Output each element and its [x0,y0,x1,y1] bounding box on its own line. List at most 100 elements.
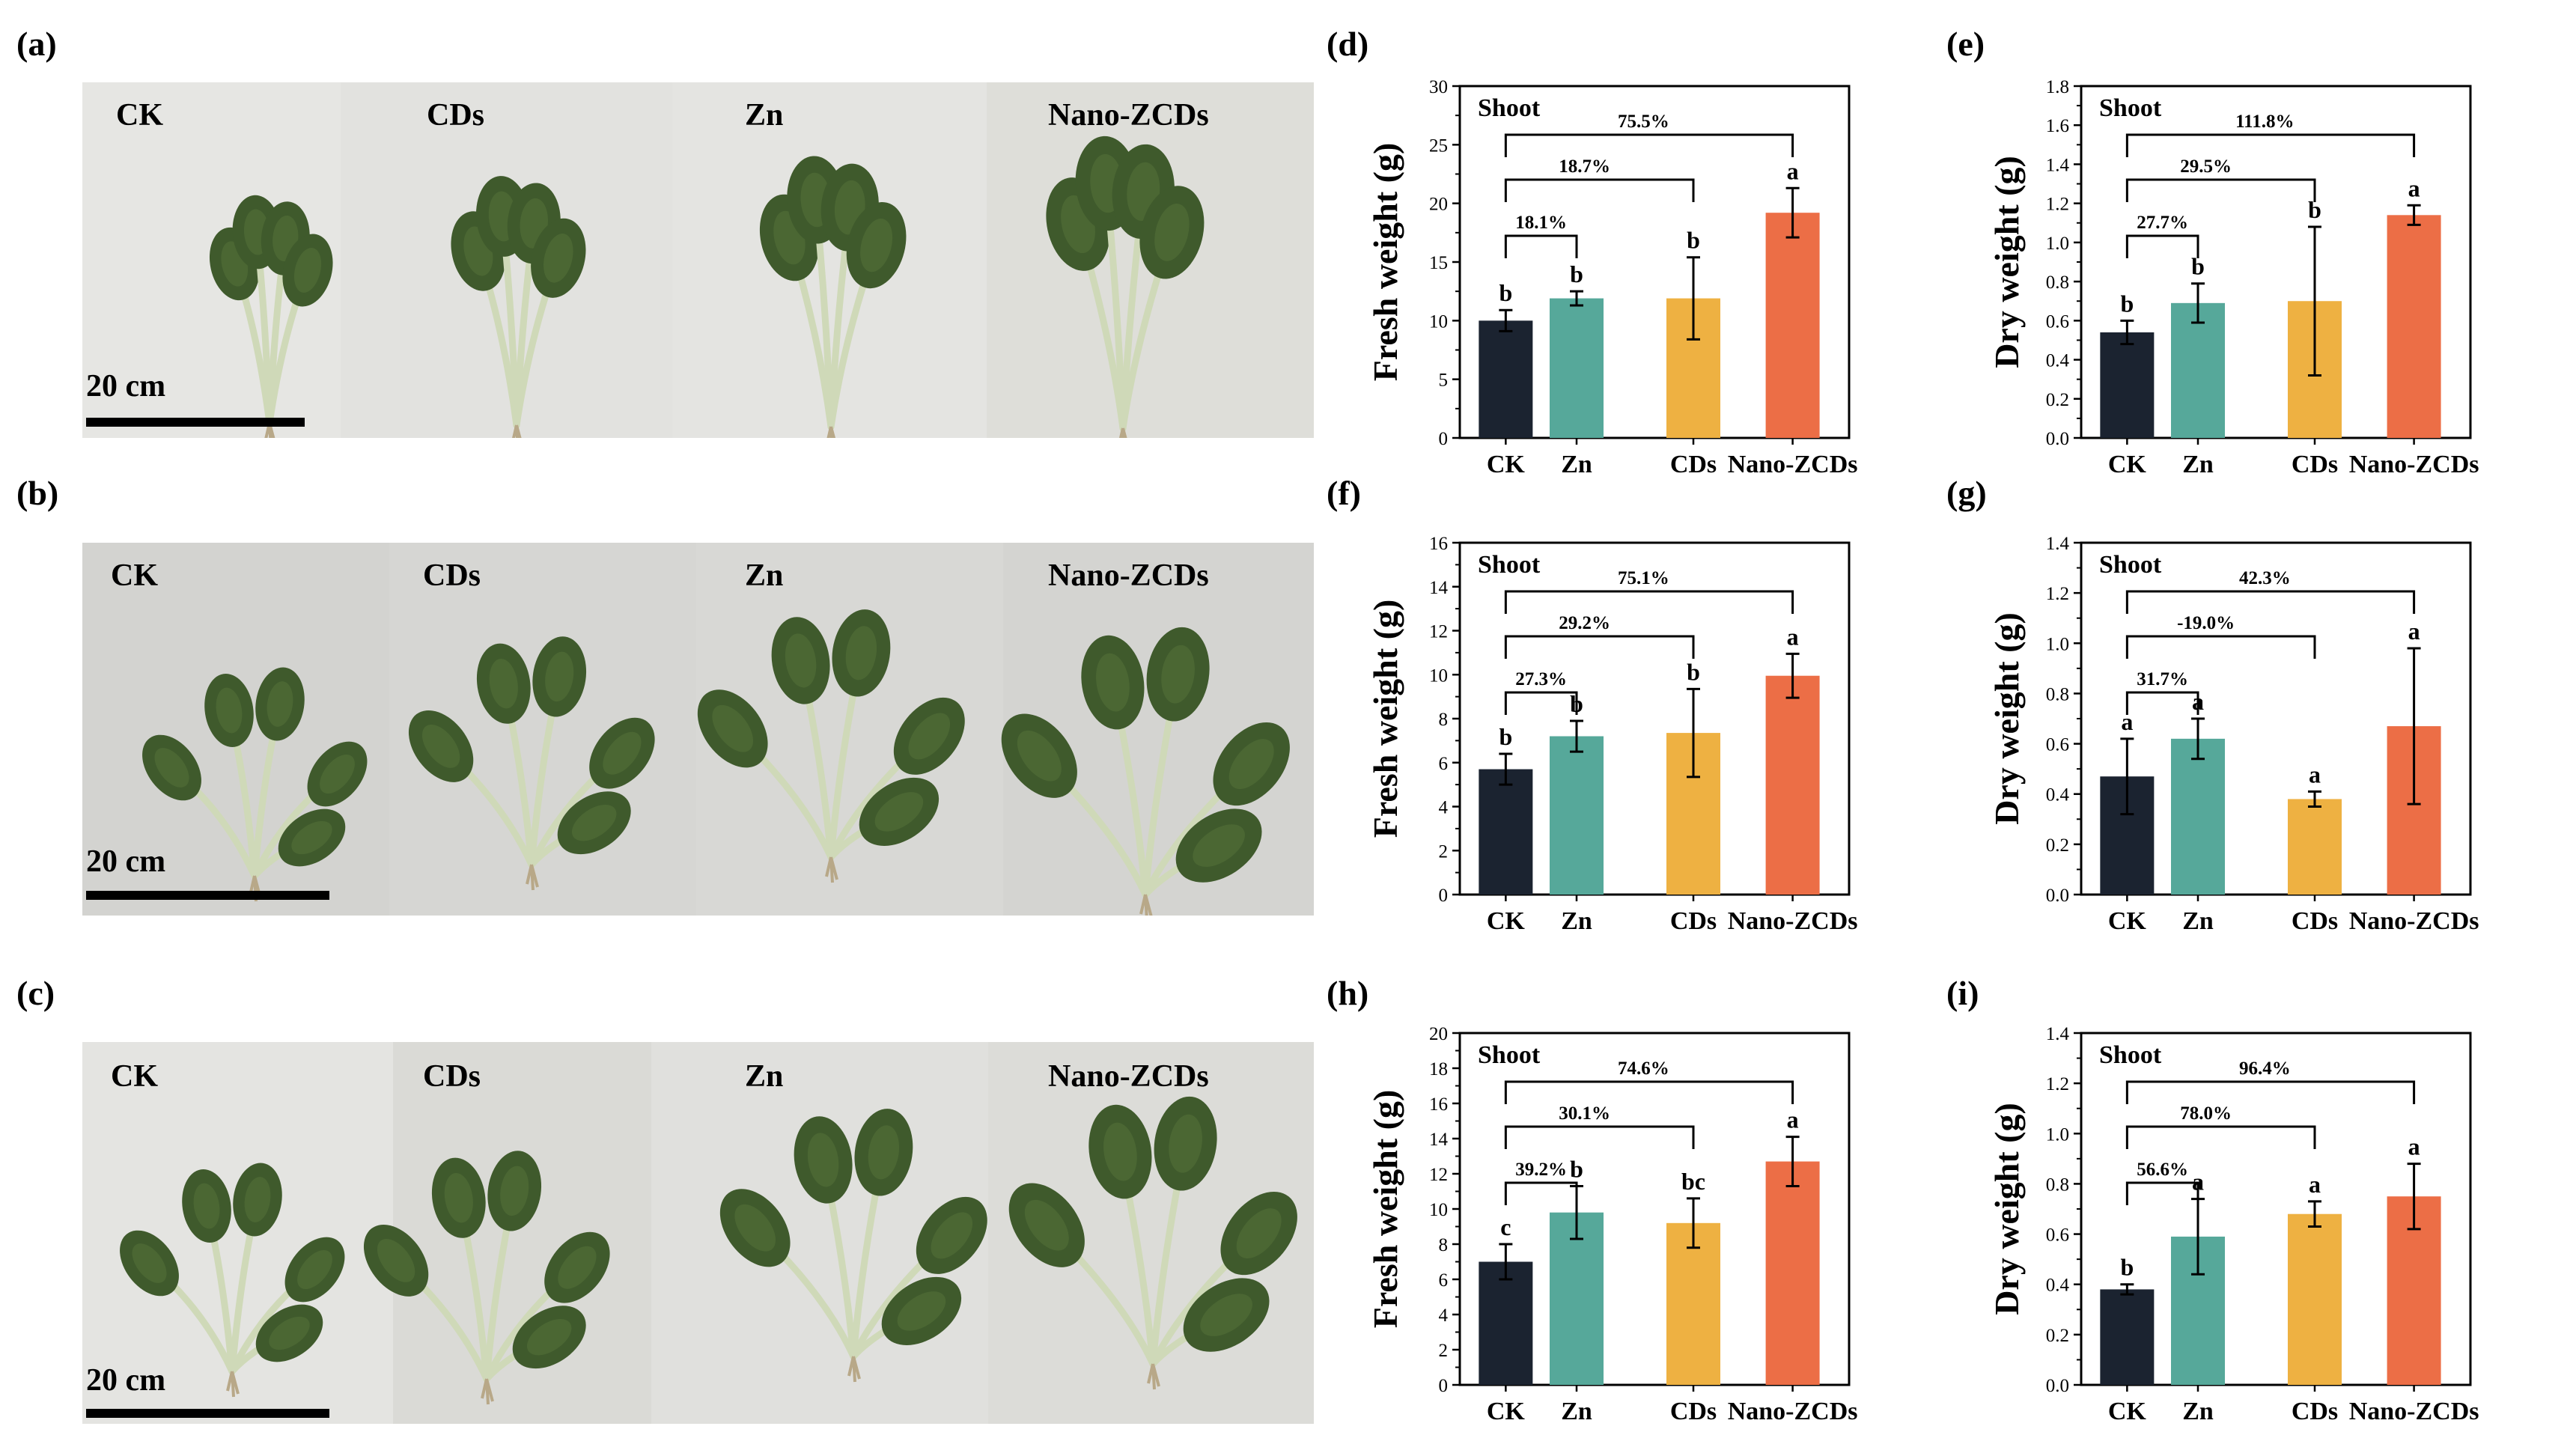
significance-letter: b [1570,261,1583,287]
y-tick-label: 15 [1429,253,1448,273]
photo-label-nano-zcds: Nano-ZCDs [1048,98,1209,132]
error-bar [2191,717,2205,761]
scale-bar [86,418,305,427]
y-tick-label: 5 [1439,371,1449,391]
error-bar [1785,652,1800,699]
chart-title: Shoot [2099,551,2162,579]
y-axis-label: Dry weight (g) [1988,612,2026,825]
photo-label-nano-zcds: Nano-ZCDs [1048,1059,1209,1094]
x-tick-label: Zn [2182,451,2214,478]
photo-panel-c: CK CDs Zn Nano-ZCDs 20 cm [82,1042,1314,1424]
y-tick-label: 25 [1429,135,1448,156]
seedling-illustration [759,156,907,438]
y-tick-label: 0.8 [2046,1175,2069,1195]
percent-change-label: 18.7% [1559,156,1610,177]
photo-label-cds: CDs [423,558,481,593]
photo-label-nano-zcds: Nano-ZCDs [1048,558,1209,593]
percent-change-label: 96.4% [2239,1059,2291,1079]
y-axis-label: Fresh weight (g) [1366,600,1404,838]
error-bar [1499,1243,1513,1281]
x-tick-label: CDs [2292,451,2338,478]
y-tick-label: 6 [1439,1270,1449,1291]
y-tick-label: 0.6 [2046,311,2069,332]
panel-letter-f: (f) [1327,474,1361,512]
y-tick-label: 2 [1439,841,1449,862]
significance-letter: a [2121,708,2133,735]
y-axis-label: Dry weight (g) [1988,1103,2026,1315]
bar-chart-dry-weight-g: 0.0 0.2 0.4 0.6 0.8 1.0 1.2 1.4 Dry weight (g) Sh… [1946,528,2538,962]
y-tick-label: 0.8 [2046,684,2069,704]
percent-change-label: 29.5% [2180,156,2232,177]
x-tick-label: Nano-ZCDs [2349,451,2479,478]
percent-change-label: 39.2% [1515,1160,1567,1180]
x-tick-label: CDs [2292,1398,2338,1425]
photo-label-ck: CK [111,1059,158,1094]
y-tick-label: 14 [1429,1130,1449,1150]
y-tick-label: 1.2 [2046,1074,2069,1094]
chart-title: Shoot [1478,551,1541,579]
error-bar [2308,1200,2321,1228]
y-tick-label: 0 [1439,886,1449,906]
comparison-bracket [1504,234,1578,258]
percent-change-label: 18.1% [1515,213,1567,233]
chart-svg: 0 2 4 6 8 10 12 14 16 18 20 Fresh weight (g) Shoot c C… [1366,1024,1858,1425]
y-tick-label: 1.2 [2046,584,2069,604]
significance-letter: bc [1681,1168,1705,1195]
error-bar [1499,308,1513,332]
error-bar [2407,647,2421,805]
x-tick-label: Zn [1561,451,1592,478]
significance-letter: a [2309,1171,2321,1198]
significance-letter: b [1499,279,1512,306]
y-tick-label: 0 [1439,429,1449,449]
seedling-illustration [142,667,368,902]
x-tick-label: CDs [2292,907,2338,935]
significance-letter: b [2191,253,2205,280]
panel-letter-a: (a) [16,25,57,63]
error-bar [2407,1163,2421,1231]
error-bar [1687,1197,1700,1249]
comparison-bracket [2125,1181,2199,1205]
y-tick-label: 1.4 [2046,155,2070,175]
error-bar [2120,319,2134,346]
percent-change-label: 30.1% [1559,1103,1610,1124]
bar [2171,302,2225,438]
seedling-illustration [451,176,586,438]
error-bar [1687,687,1700,779]
bar [1479,1261,1533,1385]
x-tick-label: Zn [1561,1398,1592,1425]
photo-label-cds: CDs [423,1059,481,1094]
y-tick-label: 0.2 [2046,390,2069,410]
significance-letter: a [1787,1106,1799,1133]
y-tick-label: 0.6 [2046,735,2069,755]
y-tick-label: 1.4 [2046,1024,2070,1044]
significance-letter: a [1787,623,1799,650]
bar [1765,675,1820,895]
y-tick-label: 0.4 [2046,1276,2070,1296]
x-tick-label: CDs [1670,1398,1717,1425]
bar-chart-fresh-weight-f: 0 2 4 6 8 10 12 14 16 Fresh weight (g) Shoot b CK b Zn… [1325,528,1916,962]
chart-svg: 0 5 10 15 20 25 30 Fresh weight (g) Shoot b CK b Zn b… [1366,77,1858,478]
significance-letter: a [2408,1133,2420,1160]
y-axis-label: Fresh weight (g) [1366,1090,1404,1329]
x-tick-label: CK [1487,907,1526,935]
x-tick-label: CK [2108,451,2147,478]
y-tick-label: 10 [1429,1200,1448,1220]
y-tick-label: 0 [1439,1376,1449,1396]
x-tick-label: Nano-ZCDs [1728,451,1858,478]
y-tick-label: 16 [1429,1094,1448,1115]
significance-letter: b [2120,1254,2134,1281]
x-tick-label: Zn [2182,907,2214,935]
comparison-bracket [1504,1080,1794,1104]
y-tick-label: 8 [1439,710,1449,730]
photo-label-cds: CDs [427,98,485,132]
seedling-illustration [209,195,333,438]
panel-letter-c: (c) [16,974,55,1012]
seedling-illustration [1001,627,1290,916]
photo-label-ck: CK [111,558,158,593]
scale-bar-label: 20 cm [86,369,166,403]
significance-letter: b [1687,227,1700,254]
significance-letter: a [2309,761,2321,788]
x-tick-label: Nano-ZCDs [1728,907,1858,935]
scale-bar [86,891,329,900]
